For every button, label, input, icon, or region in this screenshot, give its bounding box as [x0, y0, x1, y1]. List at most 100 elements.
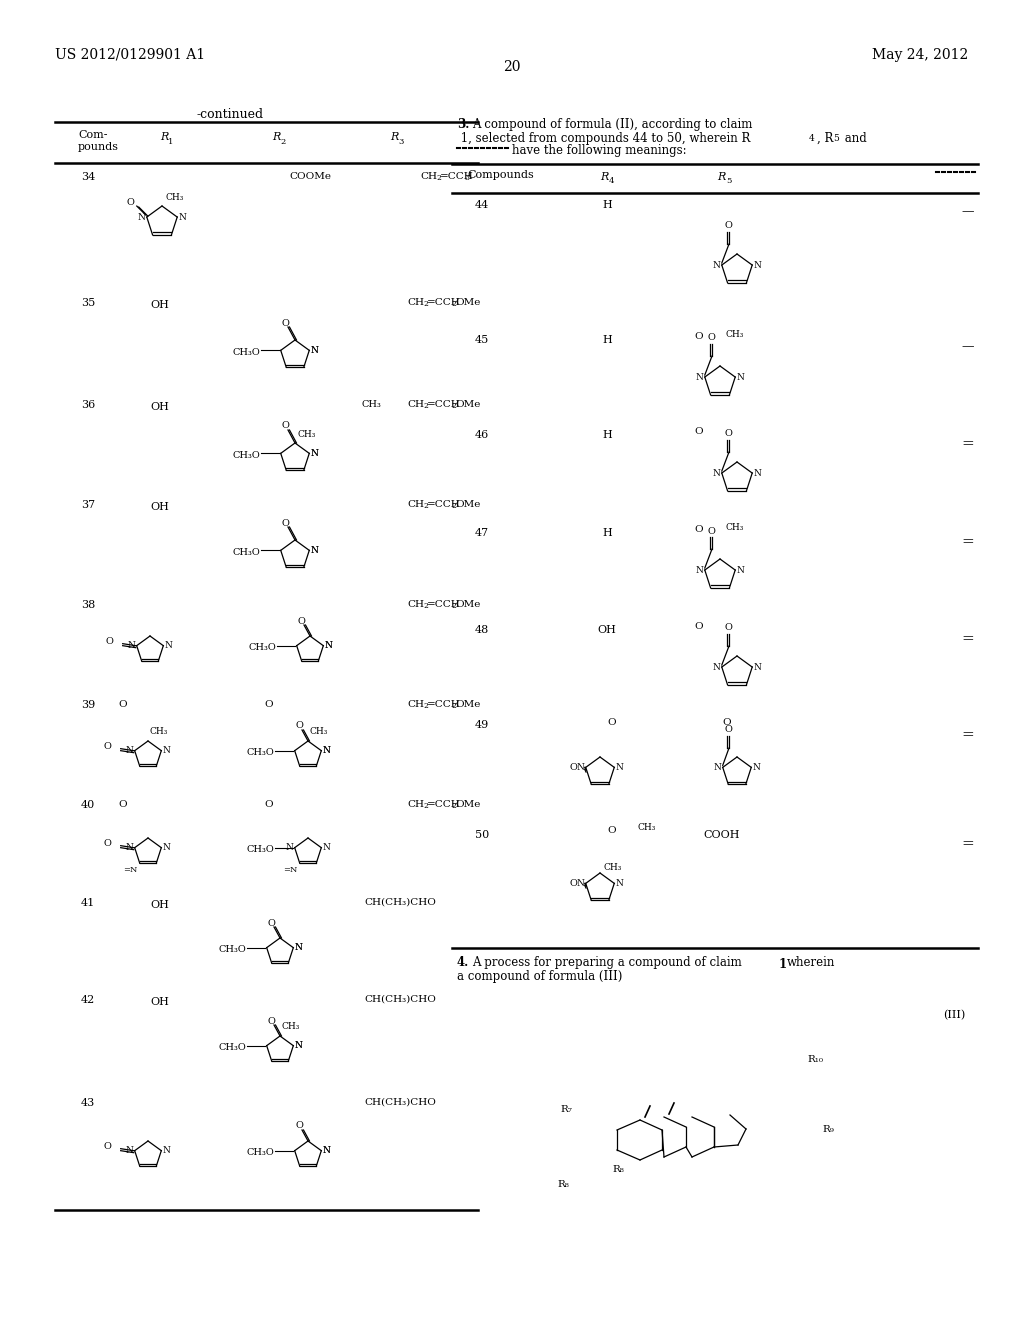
Text: CH₃O: CH₃O [233, 451, 261, 459]
Text: N: N [294, 944, 302, 952]
Text: O: O [103, 840, 112, 849]
Text: N: N [127, 642, 135, 651]
Text: 47: 47 [475, 528, 489, 539]
Text: O: O [607, 826, 615, 836]
Text: CH₃: CH₃ [165, 193, 183, 202]
Text: N: N [125, 746, 133, 755]
Text: N: N [310, 546, 318, 554]
Text: 42: 42 [81, 995, 95, 1005]
Text: OMe: OMe [455, 298, 480, 308]
Text: =CCH: =CCH [427, 500, 461, 510]
Text: 37: 37 [81, 500, 95, 510]
Text: O: O [297, 616, 305, 626]
Text: OH: OH [151, 997, 169, 1007]
Text: N: N [310, 546, 318, 554]
Text: CH: CH [407, 500, 424, 510]
Text: N: N [323, 746, 331, 755]
Text: CH: CH [407, 298, 424, 308]
Text: O: O [724, 222, 732, 231]
Text: N: N [286, 843, 293, 853]
Text: O: O [724, 623, 732, 632]
Text: R₇: R₇ [560, 1106, 572, 1114]
Text: CH₃: CH₃ [637, 822, 655, 832]
Text: 45: 45 [475, 335, 489, 345]
Text: —: — [962, 205, 974, 218]
Text: N: N [323, 1146, 330, 1155]
Text: O: O [281, 519, 289, 528]
Text: CH₃O: CH₃O [249, 643, 276, 652]
Text: OMe: OMe [455, 800, 480, 809]
Text: and: and [841, 132, 866, 145]
Text: N: N [325, 642, 333, 651]
Text: N: N [125, 1146, 133, 1155]
Text: 34: 34 [81, 172, 95, 182]
Text: O: O [127, 198, 135, 206]
Text: CH₃O: CH₃O [233, 348, 261, 356]
Text: N: N [295, 944, 303, 952]
Text: N: N [163, 843, 171, 853]
Text: OH: OH [151, 403, 169, 412]
Text: O: O [267, 1016, 274, 1026]
Text: -continued: -continued [197, 108, 263, 121]
Text: N: N [713, 663, 720, 672]
Text: N: N [310, 449, 318, 458]
Text: OH: OH [151, 300, 169, 310]
Text: R₈: R₈ [612, 1166, 624, 1175]
Text: 1: 1 [779, 958, 787, 972]
Text: N: N [713, 469, 720, 478]
Text: N: N [615, 763, 624, 772]
Text: H: H [602, 528, 612, 539]
Text: O: O [694, 426, 702, 436]
Text: O: O [103, 742, 112, 751]
Text: N: N [754, 469, 762, 478]
Text: 1: 1 [168, 139, 173, 147]
Text: N: N [323, 1146, 331, 1155]
Text: 3: 3 [398, 139, 403, 147]
Text: CH: CH [407, 700, 424, 709]
Text: O: O [724, 726, 732, 734]
Text: O: O [707, 527, 715, 536]
Text: =CCH: =CCH [427, 700, 461, 709]
Text: CH₃: CH₃ [150, 727, 168, 737]
Text: 2: 2 [436, 174, 441, 182]
Text: Com-
pounds: Com- pounds [78, 129, 119, 152]
Text: CH(CH₃)CHO: CH(CH₃)CHO [365, 1098, 436, 1107]
Text: N: N [695, 372, 703, 381]
Text: O: O [569, 879, 577, 888]
Text: N: N [163, 746, 171, 755]
Text: CH₃: CH₃ [726, 523, 744, 532]
Text: N: N [754, 260, 762, 269]
Text: a compound of formula (III): a compound of formula (III) [457, 970, 623, 983]
Text: CH₃: CH₃ [298, 430, 316, 440]
Text: 2: 2 [423, 702, 428, 710]
Text: A compound of formula (II), according to claim: A compound of formula (II), according to… [472, 117, 753, 131]
Text: =CCH: =CCH [427, 400, 461, 409]
Text: CH: CH [407, 400, 424, 409]
Text: May 24, 2012: May 24, 2012 [871, 48, 968, 62]
Text: COOH: COOH [703, 830, 740, 840]
Text: OMe: OMe [455, 700, 480, 709]
Text: 50: 50 [475, 830, 489, 840]
Text: COOMe: COOMe [289, 172, 331, 181]
Text: =: = [962, 837, 975, 851]
Text: O: O [694, 622, 702, 631]
Text: N: N [179, 213, 186, 222]
Text: N: N [577, 763, 585, 772]
Text: 20: 20 [503, 59, 521, 74]
Text: N: N [615, 879, 624, 888]
Text: CH: CH [420, 172, 437, 181]
Text: N: N [695, 565, 703, 574]
Text: =N: =N [284, 866, 298, 874]
Text: O: O [118, 700, 127, 709]
Text: 1, selected from compounds 44 to 50, wherein R: 1, selected from compounds 44 to 50, whe… [457, 132, 751, 145]
Text: N: N [325, 642, 332, 651]
Text: CH: CH [407, 601, 424, 609]
Text: 2: 2 [423, 803, 428, 810]
Text: 2: 2 [423, 502, 428, 510]
Text: A process for preparing a compound of claim: A process for preparing a compound of cl… [472, 956, 741, 969]
Text: =: = [962, 632, 975, 645]
Text: N: N [310, 346, 318, 355]
Text: 2: 2 [451, 403, 456, 411]
Text: N: N [310, 449, 318, 458]
Text: 3: 3 [464, 174, 469, 182]
